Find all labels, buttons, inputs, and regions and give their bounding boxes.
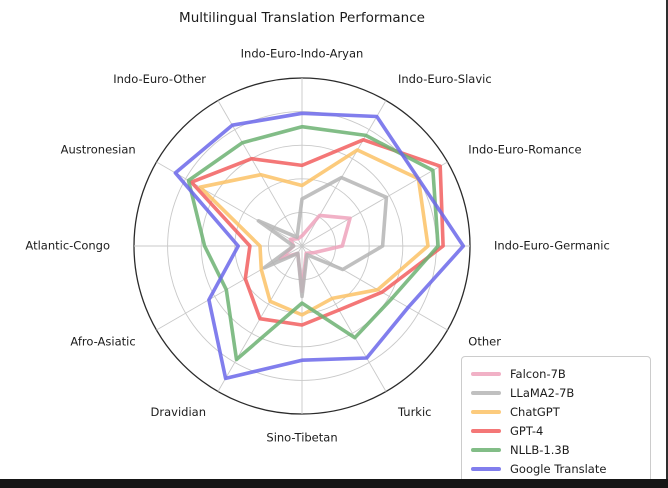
legend-swatch <box>471 390 501 395</box>
legend-label: NLLB-1.3B <box>510 442 570 457</box>
axis-label-sino-tibetan: Sino-Tibetan <box>266 431 337 445</box>
axis-label-austronesian: Austronesian <box>61 143 136 157</box>
axis-spoke-other <box>301 245 448 331</box>
axis-label-turkic: Turkic <box>397 405 431 419</box>
axis-label-indo-euro-indo-aryan: Indo-Euro-Indo-Aryan <box>241 47 364 61</box>
axis-spoke-turkic <box>301 245 387 392</box>
axis-spoke-indo-euro-slavic <box>301 100 387 247</box>
window-bottom-edge <box>0 479 668 488</box>
axis-label-afro-asiatic: Afro-Asiatic <box>70 335 135 349</box>
series-line-nllb-1-3b <box>186 124 440 362</box>
axis-label-dravidian: Dravidian <box>151 405 206 419</box>
legend-item: LLaMA2-7B <box>471 383 640 402</box>
legend-swatch <box>471 371 501 376</box>
axis-label-indo-euro-other: Indo-Euro-Other <box>113 72 206 86</box>
legend-swatch <box>471 466 501 471</box>
window-right-edge <box>666 0 668 488</box>
legend-item: Falcon-7B <box>471 364 640 383</box>
legend-label: LLaMA2-7B <box>510 385 575 400</box>
axis-label-indo-euro-germanic: Indo-Euro-Germanic <box>494 239 610 253</box>
legend-label: Falcon-7B <box>510 366 566 381</box>
legend-item: Google Translate <box>471 459 640 478</box>
legend-item: ChatGPT <box>471 402 640 421</box>
series-line-llama2-7b <box>256 175 389 299</box>
series-line-chatgpt <box>198 148 430 317</box>
axis-label-other: Other <box>468 335 501 349</box>
legend-swatch <box>471 428 501 433</box>
legend-swatch <box>471 447 501 452</box>
series-line-gpt-4 <box>189 138 445 327</box>
legend-item: NLLB-1.3B <box>471 440 640 459</box>
axis-label-atlantic-congo: Atlantic-Congo <box>25 239 110 253</box>
legend-label: ChatGPT <box>510 404 560 419</box>
legend-item: GPT-4 <box>471 421 640 440</box>
legend-label: Google Translate <box>510 461 607 476</box>
legend-swatch <box>471 409 501 414</box>
axis-label-indo-euro-romance: Indo-Euro-Romance <box>468 143 581 157</box>
legend-label: GPT-4 <box>510 423 544 438</box>
axis-spoke-austronesian <box>156 161 303 247</box>
chart-title: Multilingual Translation Performance <box>179 10 425 26</box>
series-line-google-translate <box>173 111 466 381</box>
axis-spoke-indo-euro-romance <box>301 161 448 247</box>
legend: Falcon-7B LLaMA2-7B ChatGPT GPT-4 NLLB-1.3B G… <box>461 356 651 486</box>
axis-label-indo-euro-slavic: Indo-Euro-Slavic <box>398 72 492 86</box>
